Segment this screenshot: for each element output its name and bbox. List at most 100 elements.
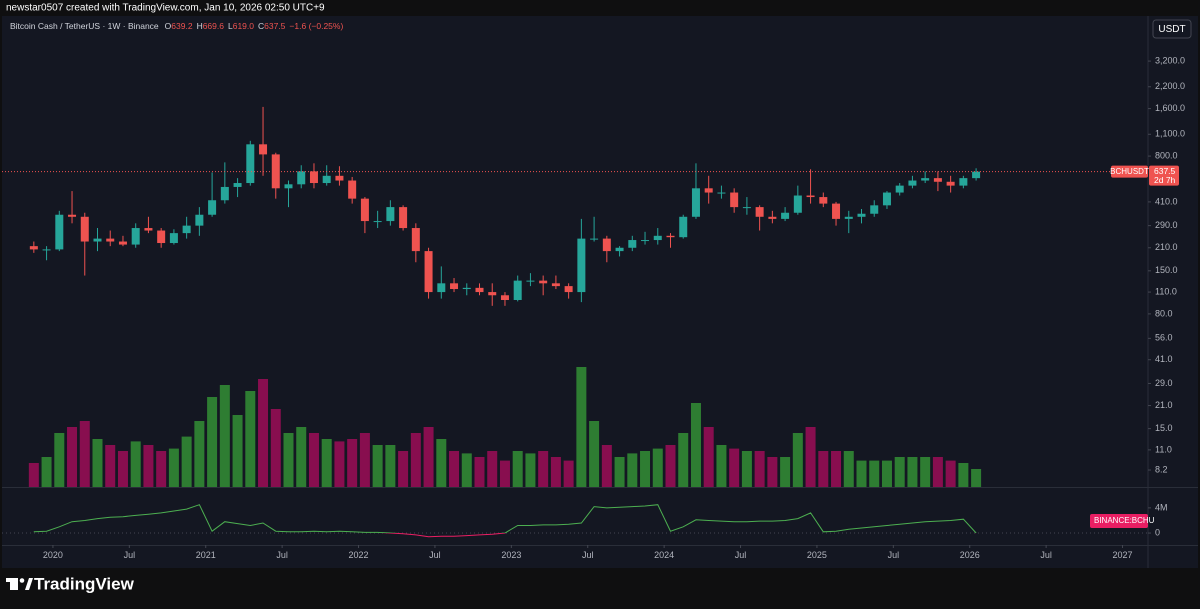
candle-body xyxy=(475,287,484,293)
volume-bar xyxy=(181,436,192,487)
x-tick-label: 2026 xyxy=(960,550,980,560)
volume-bar xyxy=(334,441,345,487)
candle-body xyxy=(220,186,229,201)
ohlc-key: H xyxy=(197,21,203,31)
volume-bar xyxy=(194,421,205,487)
volume-bar xyxy=(67,427,78,487)
currency-label[interactable]: USDT xyxy=(1158,24,1185,35)
symbol: Bitcoin Cash / TetherUS · 1W · Binance xyxy=(10,21,159,31)
candle-body xyxy=(500,295,509,300)
volume-bar xyxy=(614,457,625,487)
candle-body xyxy=(972,171,981,179)
x-tick-label: Jul xyxy=(276,550,288,560)
candle-body xyxy=(781,212,790,219)
volume-bar xyxy=(792,433,803,487)
candle-body xyxy=(182,225,191,234)
last-price-symbol-tag xyxy=(1111,165,1148,178)
candle-body xyxy=(895,185,904,193)
volume-bar xyxy=(474,457,485,487)
candle-body xyxy=(450,283,459,290)
volume-bar xyxy=(780,457,791,487)
last-price-tag xyxy=(1149,165,1179,186)
volume-bar xyxy=(423,427,434,487)
candle-body xyxy=(832,203,841,219)
volume-bar xyxy=(754,451,765,487)
candle-body xyxy=(488,292,497,296)
volume-bar xyxy=(92,439,103,487)
ohlc-value: 619.0 xyxy=(233,21,255,31)
candle-body xyxy=(348,180,357,199)
last-price-symbol: BCHUSDT xyxy=(1110,167,1149,176)
volume-bar xyxy=(576,367,587,487)
candle-body xyxy=(360,198,369,222)
volume-bar xyxy=(805,427,816,487)
volume-bar xyxy=(436,439,447,487)
candle-body xyxy=(462,287,471,290)
volume-bar xyxy=(41,457,52,487)
volume-bar xyxy=(818,451,829,487)
volume-bar xyxy=(245,391,256,487)
volume-bar xyxy=(932,457,943,487)
y-tick-label: 1,600.0 xyxy=(1155,103,1185,113)
legend: Bitcoin Cash / TetherUS · 1W · Binance O6… xyxy=(10,21,343,31)
volume-bar xyxy=(143,445,154,487)
volume-bar xyxy=(283,433,294,487)
volume-bar xyxy=(601,445,612,487)
candle-body xyxy=(131,228,140,245)
volume-bar xyxy=(347,439,358,487)
candle-body xyxy=(118,241,127,245)
candle-body xyxy=(208,200,217,215)
currency-button[interactable] xyxy=(1152,19,1192,39)
candle-body xyxy=(691,188,700,217)
volume-bar xyxy=(703,427,714,487)
x-tick-label: 2025 xyxy=(807,550,827,560)
ohlc-value: 669.6 xyxy=(203,21,225,31)
volume-bar xyxy=(907,457,918,487)
x-tick-label: Jul xyxy=(1040,550,1052,560)
indicator-tag xyxy=(1090,514,1148,528)
candle-body xyxy=(653,235,662,241)
x-tick-label: 2021 xyxy=(196,550,216,560)
candle-body xyxy=(768,216,777,219)
candle-body xyxy=(297,171,306,185)
volume-bar xyxy=(258,379,269,487)
candle-body xyxy=(641,240,650,242)
candle-body xyxy=(411,228,420,252)
candle-body xyxy=(144,228,153,231)
y-tick-label: 11.0 xyxy=(1155,444,1172,454)
candle-body xyxy=(526,280,535,282)
y-tick-label: 3,200.0 xyxy=(1155,55,1185,65)
y-tick-label: 290.0 xyxy=(1155,220,1178,230)
x-tick-label: Jul xyxy=(735,550,747,560)
volume-bar xyxy=(881,460,892,487)
y-tick-label: 2,200.0 xyxy=(1155,81,1185,91)
candle-body xyxy=(246,144,255,184)
x-tick-label: 2024 xyxy=(654,550,674,560)
indicator-line xyxy=(33,504,977,538)
candle-body xyxy=(68,214,77,217)
ohlc-key: L xyxy=(228,21,233,31)
volume-bar xyxy=(410,433,421,487)
volume-bar xyxy=(767,457,778,487)
candle-body xyxy=(322,175,331,184)
x-tick-label: 2023 xyxy=(501,550,521,560)
volume-bar xyxy=(869,460,880,487)
volume-bar xyxy=(130,441,141,487)
volume-bar xyxy=(920,457,931,487)
y-tick-label: 1,100.0 xyxy=(1155,129,1185,139)
volume-bar xyxy=(308,433,319,487)
candle-body xyxy=(857,213,866,217)
y-tick-label: 29.0 xyxy=(1155,378,1173,388)
volume-bar xyxy=(945,460,956,487)
volume-bar xyxy=(665,445,676,487)
volume-bar xyxy=(678,433,689,487)
candle-body xyxy=(335,175,344,181)
change: −1.6 (−0.25%) xyxy=(289,21,343,31)
volume-bar xyxy=(741,451,752,487)
ohlc-key: C xyxy=(258,21,264,31)
candle-body xyxy=(590,238,599,240)
candle-body xyxy=(742,207,751,209)
indicator-name: BINANCE:BCHU xyxy=(1094,516,1155,525)
candle-body xyxy=(195,214,204,226)
volume-bar xyxy=(219,385,230,487)
